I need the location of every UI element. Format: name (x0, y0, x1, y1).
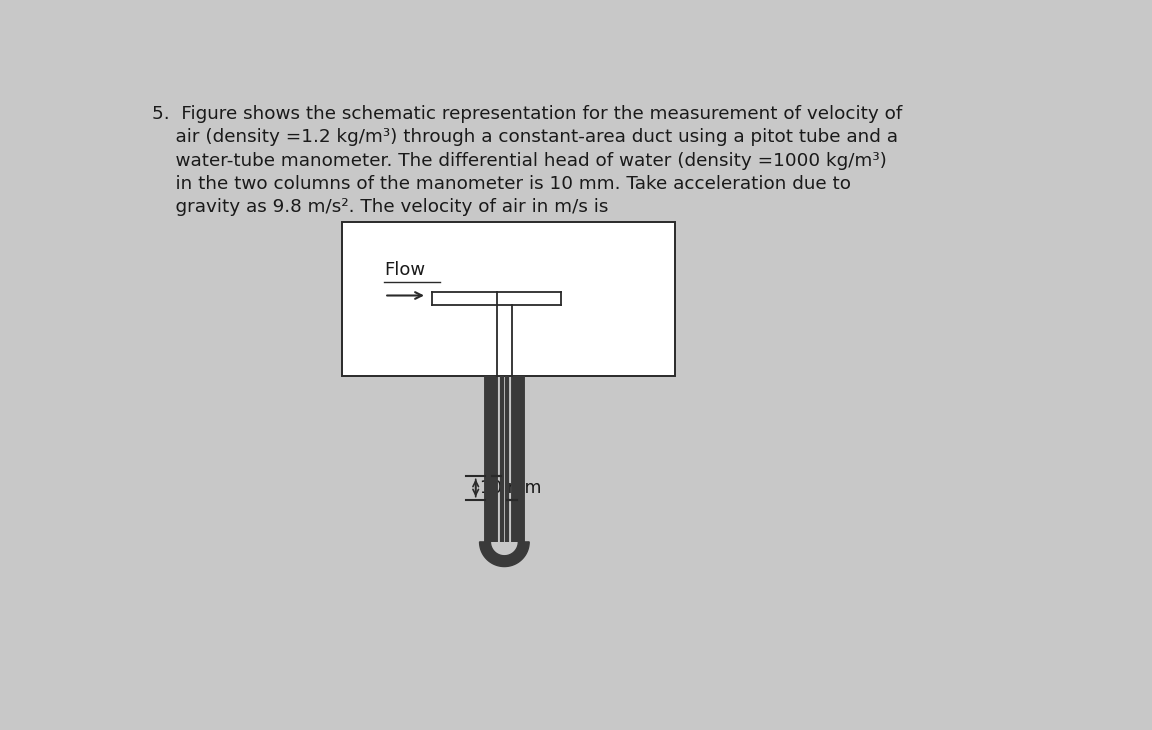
Text: 10 mm: 10 mm (479, 479, 541, 497)
Text: air (density =1.2 kg/m³) through a constant-area duct using a pitot tube and a: air (density =1.2 kg/m³) through a const… (152, 128, 897, 146)
Text: in the two columns of the manometer is 10 mm. Take acceleration due to: in the two columns of the manometer is 1… (152, 175, 850, 193)
Bar (342, 223, 675, 377)
Text: Flow: Flow (385, 261, 425, 279)
Text: 5.  Figure shows the schematic representation for the measurement of velocity of: 5. Figure shows the schematic representa… (152, 104, 902, 123)
Polygon shape (479, 542, 529, 566)
Text: water-tube manometer. The differential head of water (density =1000 kg/m³): water-tube manometer. The differential h… (152, 152, 887, 169)
Text: gravity as 9.8 m/s². The velocity of air in m/s is: gravity as 9.8 m/s². The velocity of air… (152, 199, 608, 217)
